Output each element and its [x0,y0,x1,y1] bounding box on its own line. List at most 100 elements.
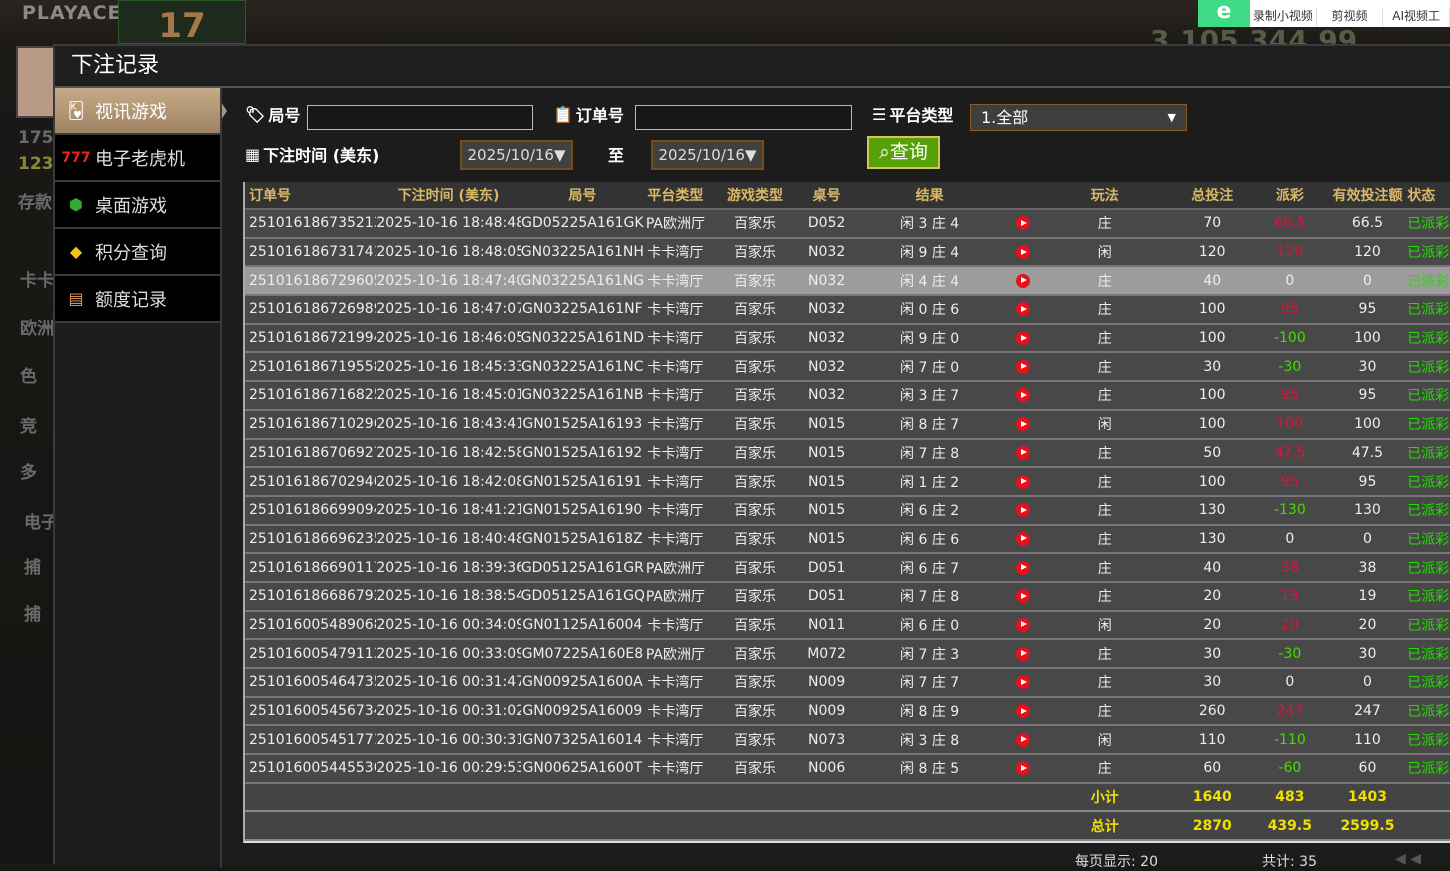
play-video-icon[interactable] [1016,761,1031,776]
sidebar-item-credit-records[interactable]: ▤ 额度记录 [55,276,221,323]
sidebar-divider [220,88,222,868]
platform-select[interactable]: 1.全部 ▼ [970,104,1187,131]
table-row[interactable]: 251016186716825 2025-10-16 18:45:01 GN0322… [245,382,1450,411]
col-status-cell: 已派彩 [1407,617,1450,634]
table-row[interactable]: 251016186690117 2025-10-16 18:39:36 GD0512… [245,554,1450,583]
table-row[interactable]: 251016186702940 2025-10-16 18:42:08 GN0152… [245,468,1450,497]
order-input[interactable] [635,105,852,130]
sidebar-item-points[interactable]: ◆ 积分查询 [55,229,221,276]
col-platform-cell: 卡卡湾厅 [647,617,704,634]
col-game-type-cell: 百家乐 [733,445,776,462]
ai-video-button[interactable]: AI视频工 [1383,7,1450,27]
table-row[interactable]: 251016186729605 2025-10-16 18:47:40 GN0322… [245,267,1450,297]
col-platform-cell: 卡卡湾厅 [647,302,704,319]
col-round-cell: GN03225A161NF [522,301,643,318]
replay-cell [1009,646,1037,662]
sidebar-item-live-games[interactable]: 🂾 视讯游戏 [55,88,227,135]
play-video-icon[interactable] [1016,531,1031,546]
record-video-button[interactable]: 录制小视频 [1250,7,1317,27]
table-row[interactable]: 251016186696235 2025-10-16 18:40:48 GN0152… [245,525,1450,555]
col-total-bet-cell: 120 [1198,244,1226,261]
table-row[interactable]: 251016186735213 2025-10-16 18:48:48 GD0522… [245,210,1450,239]
play-video-icon[interactable] [1016,503,1031,518]
table-row[interactable]: 251016005451771 2025-10-16 00:30:31 GN0732… [245,726,1450,756]
table-row[interactable]: 251016186719558 2025-10-16 18:45:33 GN0322… [245,353,1450,383]
col-order-id-cell: 251016186731741 [249,244,377,261]
table-total-row: 总计 2870 439.5 2599.5 [245,812,1450,842]
table-row[interactable]: 251016186686792 2025-10-16 18:38:54 GD0512… [245,582,1450,612]
col-platform-cell: 卡卡湾厅 [647,474,704,491]
col-result-cell: 闲 7 庄 7 [900,675,960,692]
play-video-icon[interactable] [1016,589,1031,604]
play-video-icon[interactable] [1016,474,1031,489]
sidebar-item-label: 桌面游戏 [95,195,167,217]
play-video-icon[interactable] [1016,216,1031,231]
play-video-icon[interactable] [1016,417,1031,432]
play-video-icon[interactable] [1016,359,1031,374]
col-platform-cell: PA欧洲厅 [645,560,705,577]
replay-cell [1009,674,1037,690]
table-row[interactable]: 251016186706927 2025-10-16 18:42:58 GN0152… [245,439,1450,469]
table-row[interactable]: 251016186710296 2025-10-16 18:43:41 GN0152… [245,410,1450,440]
col-game-type-cell: 百家乐 [733,388,776,405]
table-row[interactable]: 251016186721994 2025-10-16 18:46:05 GN0322… [245,324,1450,354]
sidebar-item-table-games[interactable]: ⬢ 桌面游戏 [55,182,221,229]
background-lobby-item: 欧洲 [20,319,54,339]
play-video-icon[interactable] [1016,331,1031,346]
replay-cell [1009,359,1037,375]
col-round-cell: GN03225A161NB [521,387,644,404]
play-video-icon[interactable] [1016,245,1031,260]
col-platform-cell: PA欧洲厅 [645,589,705,606]
table-row[interactable]: 251016005489068 2025-10-16 00:34:09 GN0112… [245,611,1450,641]
col-game-type-cell: 百家乐 [733,531,776,548]
pagination-prev-icon[interactable]: ◀ ◀ [1395,851,1421,867]
table-row[interactable]: 251016186699094 2025-10-16 18:41:21 GN0152… [245,496,1450,526]
col-order-id-cell: 251016186706927 [249,444,377,461]
play-video-icon[interactable] [1016,617,1031,632]
date-from-picker[interactable]: 2025/10/16▼ [460,140,573,170]
subtotal-total-bet: 1640 [1192,789,1232,806]
table-row[interactable]: 251016005479113 2025-10-16 00:33:09 GM0722… [245,640,1450,669]
play-video-icon[interactable] [1016,273,1031,288]
query-button[interactable]: ⌕查询 [867,136,940,169]
table-row[interactable]: 251016005456734 2025-10-16 00:31:02 GN0092… [245,697,1450,727]
col-valid-bet-cell: 100 [1354,416,1381,433]
subtotal-valid-bet: 1403 [1347,789,1387,806]
col-result-cell: 闲 6 庄 2 [900,503,960,520]
col-valid-bet-cell: 66.5 [1351,215,1384,232]
sidebar-item-label: 电子老虎机 [95,148,185,170]
background-lobby-item: 存款 [18,193,52,213]
col-round-cell: GN01125A16004 [522,616,643,633]
total-valid-bet: 2599.5 [1340,817,1395,834]
play-video-icon[interactable] [1016,560,1031,575]
table-row[interactable]: 251016186731741 2025-10-16 18:48:05 GN0322… [245,238,1450,268]
play-video-icon[interactable] [1016,445,1031,460]
play-video-icon[interactable] [1016,675,1031,690]
play-video-icon[interactable] [1016,302,1031,317]
edit-video-button[interactable]: 剪视频 [1317,7,1384,27]
col-play-type-cell: 庄 [1097,675,1112,692]
play-video-icon[interactable] [1016,388,1031,403]
table-row[interactable]: 251016186726989 2025-10-16 18:47:07 GN0322… [245,296,1450,325]
col-result-header: 结果 [915,188,944,204]
col-bet-time-cell: 2025-10-16 18:41:21 [376,502,521,519]
table-row[interactable]: 251016005445530 2025-10-16 00:29:53 GN0062… [245,755,1450,784]
col-order-id-cell: 251016186726989 [249,301,377,318]
col-table-cell: N009 [808,703,846,720]
table-row[interactable]: 251016005464735 2025-10-16 00:31:47 GN0092… [245,669,1450,698]
col-total-bet-header: 总投注 [1191,188,1234,204]
round-input[interactable] [307,105,533,130]
play-video-icon[interactable] [1016,704,1031,719]
date-to-picker[interactable]: 2025/10/16▼ [651,140,764,170]
sidebar-item-slots[interactable]: 777 电子老虎机 [55,135,221,182]
col-order-id-cell: 251016186686792 [249,588,377,605]
play-video-icon[interactable] [1016,646,1031,661]
col-round-cell: GN01525A16192 [522,444,643,461]
col-total-bet-cell: 40 [1203,272,1222,289]
col-round-header: 局号 [568,188,597,204]
col-play-type-cell: 庄 [1097,560,1112,577]
col-order-id-cell: 251016186710296 [249,416,377,433]
col-valid-bet-cell: 0 [1363,272,1372,289]
col-platform-cell: PA欧洲厅 [645,216,705,233]
play-video-icon[interactable] [1016,732,1031,747]
